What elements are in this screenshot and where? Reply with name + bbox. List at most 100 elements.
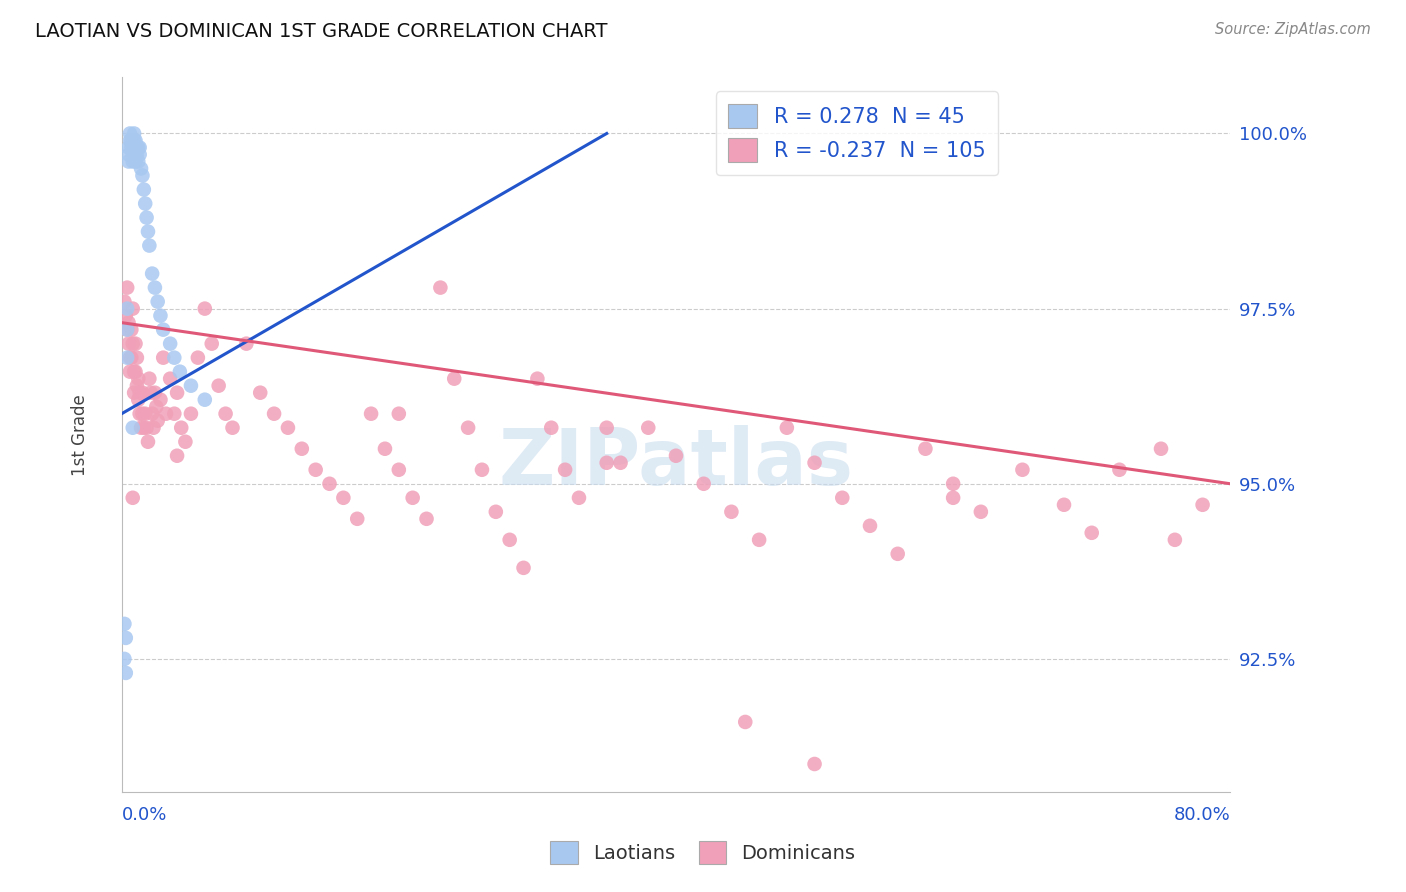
Point <box>129 161 152 176</box>
Point <box>499 533 522 547</box>
Legend: R = 0.278  N = 45, R = -0.237  N = 105: R = 0.278 N = 45, R = -0.237 N = 105 <box>716 91 998 175</box>
Point <box>124 134 146 148</box>
Point <box>485 505 508 519</box>
Point <box>128 385 150 400</box>
Point <box>692 476 714 491</box>
Point <box>149 392 172 407</box>
Point <box>127 154 149 169</box>
Point <box>138 372 160 386</box>
Point <box>141 407 163 421</box>
Point <box>346 512 368 526</box>
Point <box>117 154 139 169</box>
Point <box>595 456 617 470</box>
Text: 1st Grade: 1st Grade <box>70 394 89 475</box>
Point <box>318 476 340 491</box>
Point <box>124 154 146 169</box>
Text: LAOTIAN VS DOMINICAN 1ST GRADE CORRELATION CHART: LAOTIAN VS DOMINICAN 1ST GRADE CORRELATI… <box>35 22 607 41</box>
Point <box>115 351 138 365</box>
Point <box>221 421 243 435</box>
Point <box>970 505 993 519</box>
Point <box>568 491 591 505</box>
Point <box>208 378 231 392</box>
Point <box>914 442 936 456</box>
Point <box>132 182 155 196</box>
Point <box>114 665 136 680</box>
Point <box>194 392 217 407</box>
Point <box>429 280 451 294</box>
Point <box>180 407 202 421</box>
Point <box>942 491 965 505</box>
Point <box>886 547 908 561</box>
Point <box>942 476 965 491</box>
Point <box>124 365 146 379</box>
Point <box>145 400 167 414</box>
Point <box>595 421 617 435</box>
Point <box>136 225 159 239</box>
Point <box>142 421 165 435</box>
Point <box>122 127 145 141</box>
Point <box>115 323 138 337</box>
Point <box>155 407 177 421</box>
Point <box>122 134 145 148</box>
Point <box>121 336 143 351</box>
Point <box>146 414 169 428</box>
Point <box>112 294 135 309</box>
Point <box>117 140 139 154</box>
Legend: Laotians, Dominicans: Laotians, Dominicans <box>543 833 863 871</box>
Point <box>117 336 139 351</box>
Point <box>332 491 354 505</box>
Text: ZIPatlas: ZIPatlas <box>499 425 853 501</box>
Point <box>127 392 149 407</box>
Point <box>118 127 141 141</box>
Point <box>120 351 142 365</box>
Point <box>141 267 163 281</box>
Point <box>187 351 209 365</box>
Point <box>402 491 425 505</box>
Point <box>180 378 202 392</box>
Point <box>128 147 150 161</box>
Point <box>143 385 166 400</box>
Point <box>235 336 257 351</box>
Point <box>125 378 148 392</box>
Point <box>169 365 191 379</box>
Point <box>132 421 155 435</box>
Point <box>114 631 136 645</box>
Point <box>112 616 135 631</box>
Point <box>118 365 141 379</box>
Text: 80.0%: 80.0% <box>1174 806 1230 824</box>
Point <box>609 456 631 470</box>
Point <box>540 421 562 435</box>
Point <box>1164 533 1187 547</box>
Point <box>121 301 143 316</box>
Point <box>831 491 853 505</box>
Point <box>291 442 314 456</box>
Point <box>135 421 157 435</box>
Point <box>125 147 148 161</box>
Point <box>720 505 742 519</box>
Point <box>117 147 139 161</box>
Point <box>803 456 825 470</box>
Point <box>120 140 142 154</box>
Point <box>1191 498 1213 512</box>
Point <box>114 309 136 323</box>
Point <box>1080 525 1102 540</box>
Point <box>125 140 148 154</box>
Point <box>166 385 188 400</box>
Point <box>471 463 494 477</box>
Point <box>1011 463 1033 477</box>
Point <box>127 372 149 386</box>
Point <box>125 351 148 365</box>
Point <box>121 147 143 161</box>
Point <box>166 449 188 463</box>
Point <box>174 434 197 449</box>
Point <box>120 323 142 337</box>
Point <box>149 309 172 323</box>
Point <box>128 407 150 421</box>
Point <box>277 421 299 435</box>
Point <box>128 140 150 154</box>
Point <box>127 140 149 154</box>
Point <box>139 385 162 400</box>
Point <box>859 518 882 533</box>
Point <box>136 434 159 449</box>
Point <box>360 407 382 421</box>
